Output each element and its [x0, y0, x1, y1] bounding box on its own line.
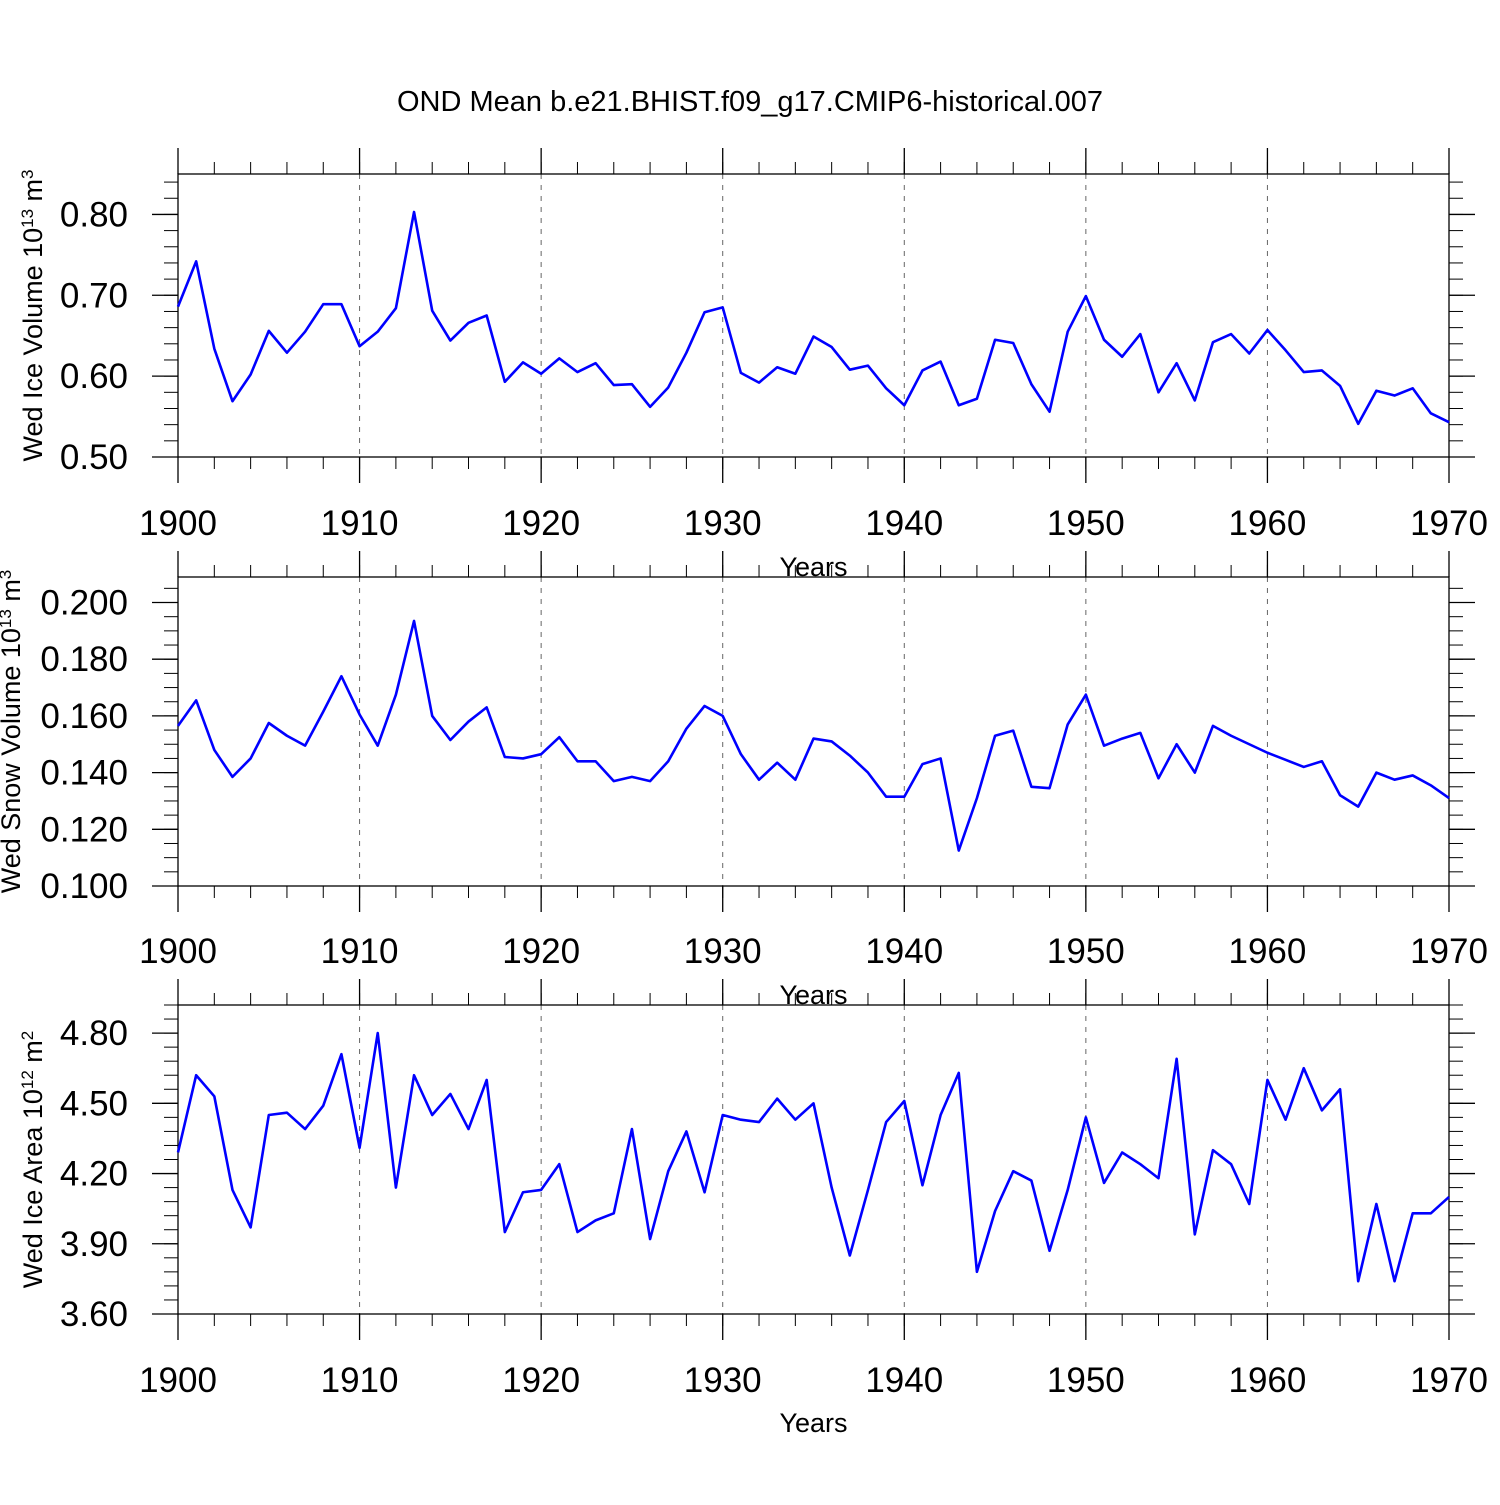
plot-frame — [177, 173, 1450, 458]
y-label-unit-exponent: 3 — [0, 570, 15, 579]
x-tick-label: 1910 — [321, 1361, 399, 1400]
y-tick-label: 0.120 — [40, 810, 128, 849]
y-tick-label: 0.200 — [40, 584, 128, 623]
data-series-line — [176, 619, 1450, 852]
x-tick-label: 1970 — [1410, 1361, 1488, 1400]
y-label-text: Wed Snow Volume 10 — [0, 628, 26, 893]
y-label-exponent: 13 — [18, 209, 37, 228]
chart-panel-2: 1900 1910 1920 1930 1940 1950 1960 1970 0.100 0.1… — [0, 551, 1488, 1010]
y-label-unit: m — [18, 179, 48, 209]
y-axis-label: Wed Ice Area 1012 m2 — [18, 1031, 49, 1289]
x-tick-label: 1930 — [684, 1361, 762, 1400]
y-tick-label: 0.60 — [60, 357, 128, 396]
chart-panel-3: 1900 1910 1920 1930 1940 1950 1960 1970 3.60 3.90… — [18, 979, 1488, 1438]
y-axis-label: Wed Ice Volume 1013 m3 — [18, 169, 49, 461]
x-tick-label: 1900 — [139, 504, 217, 543]
y-tick-label: 0.70 — [60, 276, 128, 315]
y-tick-label: 0.140 — [40, 754, 128, 793]
x-tick-label: 1960 — [1228, 1361, 1306, 1400]
x-tick-label: 1910 — [321, 932, 399, 971]
x-tick-label: 1900 — [139, 1361, 217, 1400]
x-tick-label: 1920 — [502, 504, 580, 543]
x-tick-label: 1900 — [139, 932, 217, 971]
x-tick-label: 1970 — [1410, 932, 1488, 971]
chart-panel-1: 1900 1910 1920 1930 1940 1950 1960 1970 0.50 0.60… — [18, 148, 1488, 582]
x-tick-label: 1940 — [865, 504, 943, 543]
y-tick-label: 0.100 — [40, 867, 128, 906]
y-tick-label: 0.50 — [60, 438, 128, 477]
y-label-unit: m — [18, 1040, 48, 1070]
x-tick-label: 1970 — [1410, 504, 1488, 543]
data-series-line — [176, 1031, 1450, 1283]
y-tick-label: 3.90 — [60, 1225, 128, 1264]
x-tick-label: 1950 — [1047, 932, 1125, 971]
plot-frame — [177, 1004, 1450, 1315]
y-label-unit: m — [0, 579, 26, 609]
y-label-exponent: 13 — [0, 609, 15, 628]
y-tick-label: 0.180 — [40, 640, 128, 679]
y-axis-label: Wed Snow Volume 1013 m3 — [0, 570, 26, 894]
y-label-exponent: 12 — [18, 1070, 37, 1089]
y-label-text: Wed Ice Volume 10 — [18, 228, 48, 462]
x-tick-label: 1950 — [1047, 1361, 1125, 1400]
y-label-unit-exponent: 3 — [18, 169, 37, 178]
y-tick-label: 0.80 — [60, 195, 128, 234]
y-tick-label: 4.20 — [60, 1155, 128, 1194]
y-label-unit-exponent: 2 — [18, 1031, 37, 1040]
x-tick-label: 1920 — [502, 932, 580, 971]
figure-title: OND Mean b.e21.BHIST.f09_g17.CMIP6-histo… — [397, 86, 1103, 118]
data-series-line — [176, 210, 1450, 426]
x-tick-label: 1960 — [1228, 504, 1306, 543]
y-tick-label: 3.60 — [60, 1295, 128, 1334]
x-tick-label: 1960 — [1228, 932, 1306, 971]
y-label-text: Wed Ice Area 10 — [18, 1089, 48, 1288]
x-tick-label: 1910 — [321, 504, 399, 543]
x-tick-label: 1950 — [1047, 504, 1125, 543]
x-axis-label: Years — [779, 1408, 847, 1438]
x-tick-label: 1930 — [684, 504, 762, 543]
x-tick-label: 1930 — [684, 932, 762, 971]
x-tick-label: 1920 — [502, 1361, 580, 1400]
y-tick-label: 4.50 — [60, 1084, 128, 1123]
x-tick-label: 1940 — [865, 1361, 943, 1400]
x-tick-label: 1940 — [865, 932, 943, 971]
y-tick-label: 4.80 — [60, 1014, 128, 1053]
y-tick-label: 0.160 — [40, 697, 128, 736]
plot-frame — [177, 576, 1450, 887]
